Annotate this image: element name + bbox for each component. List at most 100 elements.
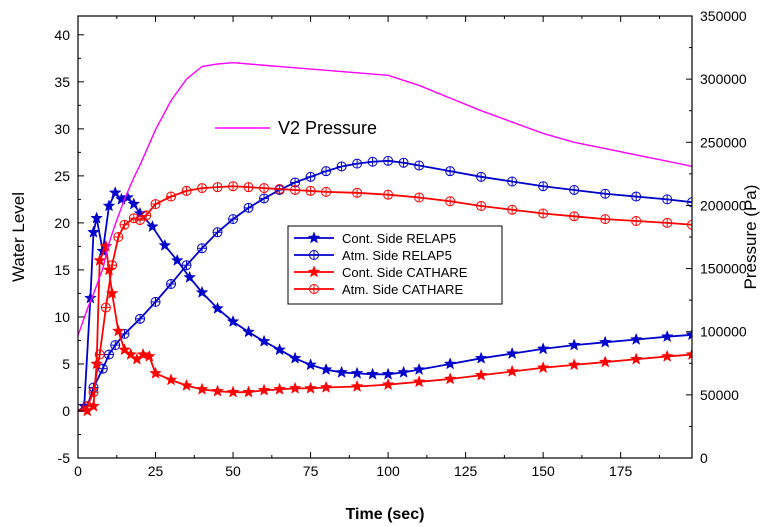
data-point [476, 171, 487, 182]
y2-axis-title: Pressure (Pa) [741, 185, 760, 290]
x-tick-label: 0 [74, 463, 82, 479]
legend-entry: Cont. Side RELAP5 [342, 231, 456, 246]
data-point [536, 361, 550, 374]
series-line [78, 62, 692, 336]
legend-entry: Cont. Side CATHARE [342, 265, 468, 280]
x-tick-label: 25 [148, 463, 164, 479]
data-point [662, 217, 673, 228]
data-point [273, 382, 286, 395]
data-point [412, 362, 426, 376]
data-point [127, 197, 141, 210]
data-point [305, 185, 316, 196]
data-point [631, 191, 642, 202]
y2-tick-label: 0 [700, 450, 708, 466]
data-point [319, 380, 333, 393]
data-point [141, 210, 152, 221]
data-point [181, 260, 192, 271]
data-point [567, 338, 581, 351]
data-point [288, 381, 302, 394]
data-point [598, 335, 612, 348]
data-point [228, 181, 239, 192]
data-point [366, 367, 379, 380]
legend-marker [309, 250, 319, 260]
data-point [242, 385, 255, 398]
data-point [629, 332, 643, 345]
data-point [536, 342, 550, 355]
data-point [398, 157, 409, 168]
data-point [397, 365, 410, 378]
data-point [166, 191, 177, 202]
data-point [414, 160, 425, 171]
axes: 0 25 50 75 100 125 150 175-50510152025303540050… [54, 8, 747, 479]
data-point [102, 263, 116, 276]
data-point [538, 208, 549, 219]
y-tick-label: 25 [54, 168, 70, 184]
data-point [505, 346, 519, 360]
data-point [383, 189, 394, 200]
data-point [124, 347, 138, 360]
data-point [305, 171, 316, 182]
data-point [243, 202, 254, 213]
data-point [600, 214, 611, 225]
data-point [111, 324, 125, 337]
data-point [195, 285, 209, 298]
data-point [660, 349, 674, 362]
data-point [257, 383, 271, 396]
data-point [142, 349, 156, 362]
series-atm-side-cathare [78, 181, 692, 412]
legend-marker [307, 265, 321, 278]
data-point [107, 260, 118, 271]
series-cont-side-cathare [78, 239, 692, 417]
data-point [304, 358, 317, 371]
data-point [87, 399, 100, 412]
data-point [90, 211, 103, 224]
legend-entry: Atm. Side CATHARE [342, 282, 463, 297]
data-point [113, 232, 124, 242]
data-point [82, 401, 93, 412]
data-point [569, 211, 580, 222]
data-point [350, 366, 364, 379]
data-point [181, 185, 192, 196]
data-point [412, 375, 426, 388]
y2-tick-label: 250000 [700, 134, 747, 150]
series-line [78, 243, 692, 412]
data-point [631, 216, 642, 227]
data-point [687, 197, 692, 208]
data-point [212, 182, 223, 193]
v2-pressure-label: V2 Pressure [278, 118, 377, 138]
data-point [381, 377, 395, 391]
series-cont-side-relap5 [78, 186, 692, 412]
data-point [352, 158, 363, 169]
data-point [150, 199, 161, 210]
data-point [118, 343, 131, 356]
y-tick-label: 20 [54, 215, 70, 231]
data-point [99, 239, 113, 252]
y2-tick-label: 150000 [700, 261, 747, 277]
legend-entry: Atm. Side RELAP5 [342, 248, 452, 263]
data-point [150, 296, 161, 307]
y-tick-label: -5 [58, 450, 71, 466]
data-point [100, 302, 111, 313]
y2-tick-label: 50000 [700, 387, 739, 403]
x-tick-label: 175 [609, 463, 633, 479]
data-point [195, 382, 209, 395]
x-tick-label: 100 [376, 463, 400, 479]
series-layer [78, 62, 692, 417]
data-point [180, 378, 193, 392]
data-point [94, 349, 105, 360]
legend: Cont. Side RELAP5 Atm. Side RELAP5 Cont. S… [287, 225, 503, 305]
x-tick-label: 50 [225, 463, 241, 479]
y-axis-title: Water Level [9, 192, 28, 282]
x-tick-label: 75 [303, 463, 319, 479]
data-point [259, 183, 270, 194]
series-line [78, 191, 692, 412]
y-tick-label: 35 [54, 74, 70, 90]
y2-tick-label: 350000 [700, 8, 747, 24]
data-point [321, 166, 332, 177]
data-point [445, 166, 456, 177]
data-point [505, 364, 519, 377]
data-point [600, 188, 611, 199]
data-point [476, 200, 487, 211]
y2-tick-label: 300000 [700, 71, 747, 87]
